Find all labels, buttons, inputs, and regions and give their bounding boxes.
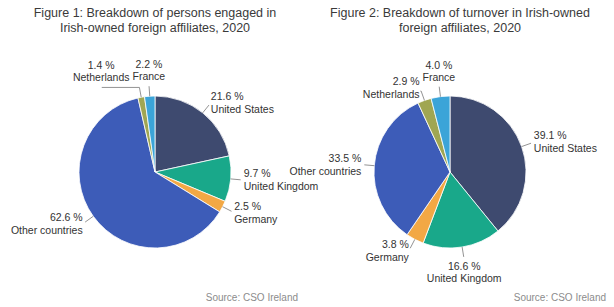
data-label-value: 39.1 % xyxy=(534,129,567,141)
data-label: 3.8 %Germany xyxy=(366,238,410,263)
data-label: 1.4 %Netherlands xyxy=(73,59,130,83)
data-label-value: 3.8 % xyxy=(382,238,409,250)
title-line: Irish-owned foreign affiliates, 2020 xyxy=(60,21,250,35)
leader-line xyxy=(439,87,440,97)
data-label-value: 4.0 % xyxy=(425,59,452,71)
slices xyxy=(374,96,526,248)
data-label-value: 21.6 % xyxy=(211,90,244,102)
chart-title: Figure 1: Breakdown of persons engaged i… xyxy=(34,6,277,35)
source-note: Source: CSO Ireland xyxy=(514,292,606,303)
data-label-category: Other countries xyxy=(290,165,362,177)
source-note: Source: CSO Ireland xyxy=(206,292,298,303)
chart-canvas: Figure 1: Breakdown of persons engaged i… xyxy=(0,0,614,307)
data-label-value: 1.4 % xyxy=(88,59,115,71)
data-label-value: 2.9 % xyxy=(393,75,420,87)
data-label-value: 33.5 % xyxy=(329,152,362,164)
title-line: Figure 2: Breakdown of turnover in Irish… xyxy=(330,6,590,20)
background xyxy=(0,0,614,307)
leader-line xyxy=(85,216,93,222)
data-label-value: 62.6 % xyxy=(50,211,83,223)
data-label-category: Germany xyxy=(366,251,410,263)
data-label-category: Other countries xyxy=(11,224,83,236)
data-label: 33.5 %Other countries xyxy=(290,152,362,177)
data-label-category: United States xyxy=(534,142,597,154)
leader-line xyxy=(231,178,241,180)
data-label-value: 16.6 % xyxy=(448,260,481,272)
pie-area: 21.6 %United States 9.7 %United Kingdom 2.… xyxy=(11,58,319,248)
data-label: 2.2 %France xyxy=(133,58,166,82)
data-label-category: France xyxy=(133,70,166,82)
data-label-value: 9.7 % xyxy=(244,167,271,179)
data-label: 4.0 %France xyxy=(422,59,455,83)
leader-line xyxy=(203,105,209,113)
pie-chart: Figure 1: Breakdown of persons engaged i… xyxy=(11,6,319,303)
leader-line xyxy=(223,207,232,212)
data-label-value: 2.5 % xyxy=(234,200,261,212)
pie-area: 39.1 %United States 16.6 %United Kingdom 3… xyxy=(290,59,597,284)
slices xyxy=(79,96,231,248)
pie-slice xyxy=(431,96,450,172)
data-label-category: France xyxy=(422,71,455,83)
data-label-category: Netherlands xyxy=(73,71,130,83)
data-label-category: United States xyxy=(211,103,274,115)
title-line: Figure 1: Breakdown of persons engaged i… xyxy=(34,6,277,20)
data-label-category: United Kingdom xyxy=(244,180,319,192)
pie-slice xyxy=(138,97,155,172)
chart-title: Figure 2: Breakdown of turnover in Irish… xyxy=(330,6,590,35)
data-labels: 21.6 %United States 9.7 %United Kingdom 2.… xyxy=(11,58,319,236)
pie-chart: Figure 2: Breakdown of turnover in Irish… xyxy=(290,6,606,303)
leader-line xyxy=(462,247,464,257)
data-label-value: 2.2 % xyxy=(135,58,162,70)
leader-line xyxy=(420,91,424,100)
data-label: 2.9 %Netherlands xyxy=(363,75,420,100)
leader-line xyxy=(102,87,141,97)
leader-line xyxy=(364,164,374,166)
data-label-category: Netherlands xyxy=(363,88,420,100)
leader-line xyxy=(522,143,531,146)
data-label: 39.1 %United States xyxy=(534,129,597,154)
leader-line xyxy=(410,239,415,248)
data-label: 21.6 %United States xyxy=(211,90,274,115)
leader-line xyxy=(149,86,151,96)
data-label: 2.5 %Germany xyxy=(234,200,278,225)
data-label: 16.6 %United Kingdom xyxy=(427,260,502,284)
data-label-category: United Kingdom xyxy=(427,272,502,284)
title-line: foreign affiliates, 2020 xyxy=(399,21,521,35)
data-labels: 39.1 %United States 16.6 %United Kingdom 3… xyxy=(290,59,597,284)
data-label-category: Germany xyxy=(234,213,278,225)
pie-slice xyxy=(145,96,155,172)
data-label: 62.6 %Other countries xyxy=(11,211,83,236)
